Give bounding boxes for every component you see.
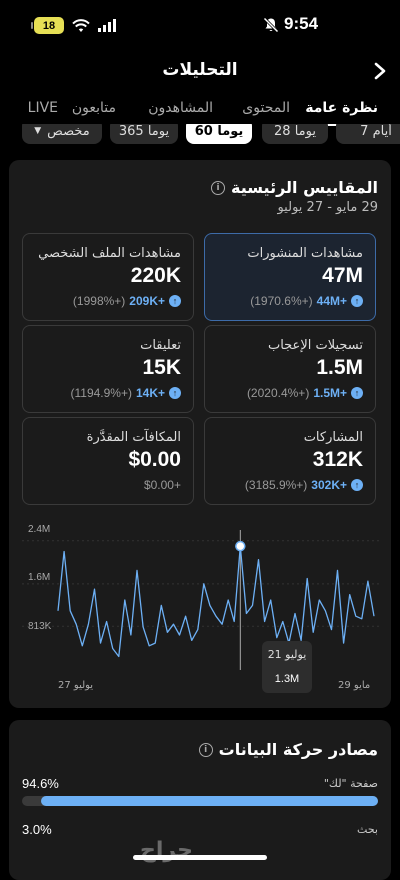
page-title: التحليلات	[162, 60, 238, 80]
metric-shares[interactable]: المشاركات 312K (3185.9%+) 302K+ ↑	[204, 417, 376, 505]
metric-label: مشاهدات المنشورات	[247, 246, 363, 261]
bell-off-icon	[263, 17, 279, 33]
metric-label: مشاهدات الملف الشخصي	[38, 246, 181, 261]
tab-live[interactable]: LIVE	[27, 100, 58, 116]
metric-change: (3185.9%+) 302K+ ↑	[245, 478, 363, 492]
arrow-up-icon: ↑	[351, 479, 363, 491]
range-28-days[interactable]: 28 يوما	[262, 124, 328, 144]
range-7-days[interactable]: 7 أيام	[336, 124, 400, 144]
chevron-down-icon: ▼	[34, 126, 42, 136]
tooltip-value: 1.3M	[274, 673, 300, 685]
metric-value: 47M	[322, 264, 363, 287]
header: التحليلات	[0, 52, 400, 92]
back-chevron-icon[interactable]	[370, 60, 390, 82]
y-tick-label: 2.4M	[28, 524, 51, 535]
metric-value: 220K	[130, 264, 181, 287]
metric-delta: 14K+	[135, 386, 165, 400]
range-custom[interactable]: ▼ مخصص	[22, 124, 102, 144]
info-icon[interactable]: i	[198, 742, 213, 757]
arrow-up-icon: ↑	[169, 387, 181, 399]
tab-viewers[interactable]: المشاهدون	[148, 100, 213, 116]
metric-pct: (3185.9%+)	[244, 478, 308, 492]
metric-value: $0.00	[128, 448, 181, 471]
metric-pct: (1194.9%+)	[70, 386, 132, 400]
chart-tooltip: يوليو 21 1.3M	[262, 641, 312, 693]
metric-delta: 209K+	[129, 294, 165, 308]
y-tick-label: 1.6M	[28, 572, 51, 583]
metric-delta: $0.00+	[143, 478, 181, 492]
metric-change: (1970.6%+) 44M+ ↑	[250, 294, 363, 308]
source-bar-fill	[41, 796, 378, 806]
date-range-selector: 7 أيام 28 يوما 60 يوما 365 يوما ▼ مخصص	[0, 124, 400, 146]
status-left-icons: 18	[31, 17, 116, 34]
metric-pct: (1970.6%+)	[250, 294, 313, 308]
metric-change: (1194.9%+) 14K+ ↑	[70, 386, 181, 400]
info-icon[interactable]: i	[211, 180, 226, 195]
metric-value: 1.5M	[316, 356, 363, 379]
tab-followers[interactable]: متابعون	[71, 100, 116, 116]
metric-pct: (2020.4%+)	[246, 386, 310, 400]
metric-delta: 44M+	[316, 294, 347, 308]
tooltip-date: يوليو 21	[267, 648, 307, 661]
source-name: صفحة "لك"	[323, 777, 378, 790]
source-pct: 94.6%	[22, 776, 59, 791]
traffic-sources-title: مصادر حركة البيانات i	[198, 740, 378, 759]
metric-likes[interactable]: تسجيلات الإعجاب 1.5M (2020.4%+) 1.5M+ ↑	[204, 325, 376, 413]
signal-icon	[98, 19, 116, 32]
status-bar: 18 9:54	[0, 0, 400, 52]
arrow-up-icon: ↑	[351, 387, 363, 399]
metric-estimated-rewards[interactable]: المكافآت المقدَّرة $0.00 $0.00+	[22, 417, 194, 505]
wifi-icon	[72, 18, 90, 32]
key-metrics-title-text: المقاييس الرئيسية	[231, 178, 378, 197]
metric-post-views[interactable]: مشاهدات المنشورات 47M (1970.6%+) 44M+ ↑	[204, 233, 376, 321]
highlight-point	[235, 540, 246, 552]
metric-label: تعليقات	[140, 338, 181, 353]
key-metrics-title: المقاييس الرئيسية i	[211, 178, 378, 197]
range-365-days[interactable]: 365 يوما	[110, 124, 178, 144]
metric-label: المكافآت المقدَّرة	[86, 430, 181, 445]
tab-bar: نظرة عامة المحتوى المشاهدون متابعون LIVE	[0, 94, 400, 126]
post-views-chart[interactable]	[22, 520, 382, 680]
metric-change: (2020.4%+) 1.5M+ ↑	[247, 386, 363, 400]
tab-content[interactable]: المحتوى	[242, 100, 290, 116]
metric-change: $0.00+	[144, 478, 181, 492]
metric-value: 312K	[312, 448, 363, 471]
home-indicator	[133, 855, 267, 860]
metric-delta: 302K+	[311, 478, 347, 492]
y-tick-label: 813K	[28, 621, 52, 632]
traffic-title-text: مصادر حركة البيانات	[218, 740, 378, 759]
metric-comments[interactable]: تعليقات 15K (1194.9%+) 14K+ ↑	[22, 325, 194, 413]
arrow-up-icon: ↑	[351, 295, 363, 307]
source-bar-track	[22, 796, 378, 806]
arrow-up-icon: ↑	[169, 295, 181, 307]
source-pct: 3.0%	[22, 822, 52, 837]
status-time: 9:54	[284, 14, 319, 33]
metric-profile-views[interactable]: مشاهدات الملف الشخصي 220K (1998%+) 209K+…	[22, 233, 194, 321]
battery-icon: 18	[31, 17, 64, 34]
metric-pct: (1998%+)	[72, 294, 126, 308]
metric-delta: 1.5M+	[313, 386, 347, 400]
metric-change: (1998%+) 209K+ ↑	[73, 294, 181, 308]
range-custom-label: مخصص	[47, 124, 90, 139]
x-tick-label: 27 يوليو	[58, 680, 94, 691]
series-line-post-views	[57, 545, 375, 658]
metric-value: 15K	[142, 356, 181, 379]
metric-label: تسجيلات الإعجاب	[267, 338, 363, 353]
metric-label: المشاركات	[303, 430, 363, 445]
tab-overview[interactable]: نظرة عامة	[305, 100, 378, 116]
source-name: بحث	[357, 823, 378, 836]
range-60-days[interactable]: 60 يوما	[186, 124, 252, 144]
date-range-label: 29 مايو - 27 يوليو	[277, 200, 378, 215]
x-tick-label: 29 مايو	[338, 680, 371, 691]
